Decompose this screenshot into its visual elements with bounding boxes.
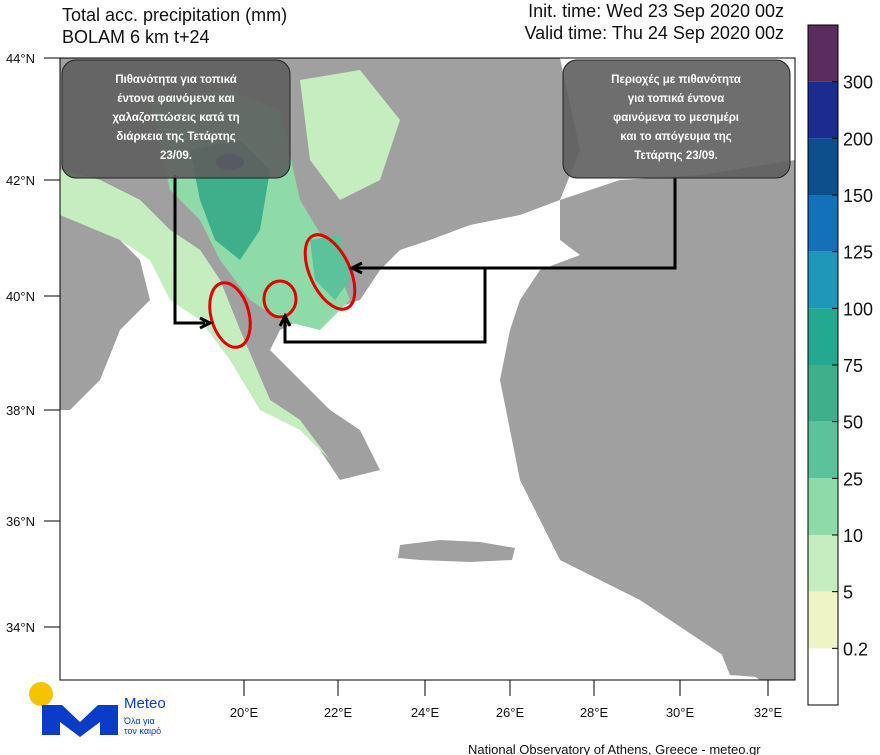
- arrow-head: [199, 316, 214, 330]
- arrow-head: [278, 312, 292, 327]
- colorbar-label: 75: [843, 356, 863, 376]
- turkey: [500, 160, 795, 680]
- colorbar-swatch: [808, 308, 838, 365]
- colorbar-swatch: [808, 251, 838, 309]
- highlight-ellipse: [303, 233, 357, 311]
- logo-mark: [42, 705, 118, 737]
- colorbar-label: 5: [843, 583, 853, 603]
- lon-label: 28°E: [580, 705, 609, 720]
- lat-label: 42°N: [6, 173, 35, 188]
- colorbar-swatch: [808, 25, 838, 82]
- annotation-line: Περιοχές με πιθανότητα: [611, 74, 741, 86]
- title: Total acc. precipitation (mm): [62, 5, 287, 25]
- footer: National Observatory of Athens, Greece -…: [468, 742, 761, 755]
- colorbar-swatch: [808, 81, 838, 139]
- colorbar-label: 150: [843, 186, 873, 206]
- arrow: [283, 268, 487, 344]
- colorbar-label: 125: [843, 243, 873, 263]
- precip-light-2: [300, 70, 400, 200]
- colorbar-label: 100: [843, 299, 873, 319]
- lon-label: 30°E: [666, 705, 695, 720]
- colorbar-swatch: [808, 478, 838, 535]
- colorbar-label: 200: [843, 129, 873, 149]
- annotation-line: έντονα φαινόμενα και: [117, 93, 234, 105]
- highlight-ellipse: [208, 281, 252, 349]
- colorbar-label: 50: [843, 413, 863, 433]
- cyprus: [720, 640, 795, 680]
- annotation-text: Περιοχές με πιθανότητα για τοπικά έντονα φ…: [611, 74, 741, 162]
- arrows: [173, 175, 677, 344]
- lon-label: 24°E: [411, 705, 440, 720]
- valid-time: Valid time: Thu 24 Sep 2020 00z: [524, 23, 784, 43]
- lat-label: 34°N: [6, 620, 35, 635]
- colorbar-label: 0.2: [843, 639, 868, 659]
- annotation-box: [61, 59, 291, 179]
- annotation-right: Περιοχές με πιθανότητα για τοπικά έντονα φ…: [562, 59, 791, 179]
- highlight-ellipse: [262, 279, 298, 319]
- lon-label: 22°E: [324, 705, 353, 720]
- lon-label: 20°E: [230, 705, 259, 720]
- logo-name: Meteo: [124, 695, 166, 712]
- colorbar-swatch: [808, 138, 838, 195]
- colorbar-swatch: [808, 535, 838, 592]
- annotation-line: διάρκεια της Τετάρτης: [116, 131, 235, 143]
- colorbar-swatch: [808, 365, 838, 422]
- colorbar-label: 300: [843, 73, 873, 93]
- colorbar-label: 10: [843, 526, 863, 546]
- crete: [398, 540, 515, 562]
- map-frame: [59, 57, 796, 681]
- logo-sun: [29, 682, 53, 706]
- annotation-line: Τετάρτης 23/09.: [634, 150, 718, 162]
- arrow: [173, 175, 205, 325]
- arrow: [355, 178, 677, 270]
- colorbar-swatch: [808, 648, 838, 705]
- highlights: [208, 233, 357, 349]
- header: Total acc. precipitation (mm) BOLAM 6 km…: [62, 1, 784, 47]
- lat-label: 36°N: [6, 514, 35, 529]
- colorbar-swatch: [808, 421, 838, 479]
- model: BOLAM 6 km t+24: [62, 27, 210, 47]
- lat-label: 40°N: [6, 289, 35, 304]
- colorbar-swatch: [808, 591, 838, 649]
- lat-label: 38°N: [6, 403, 35, 418]
- logo: Meteo Όλα για τον καιρό: [29, 682, 166, 737]
- annotation-line: φαινόμενα το μεσημέρι: [613, 112, 739, 124]
- colorbar: 300 200 150 125 100 75 50 25 10 5 0.2: [807, 24, 873, 706]
- colorbar-swatch: [808, 195, 838, 252]
- annotation-box: [562, 59, 791, 179]
- arrow-head: [348, 261, 363, 275]
- annotation-text: Πιθανότητα για τοπικά έντονα φαινόμενα κα…: [112, 74, 239, 162]
- precip-light: [60, 170, 330, 460]
- axes: 44°N 42°N 40°N 38°N 36°N 34°N 20°E 22°E 24°E 26°E…: [6, 51, 783, 720]
- annotation-line: και το απόγευμα της: [620, 131, 731, 143]
- colorbar-label: 25: [843, 469, 863, 489]
- annotation-left: Πιθανότητα για τοπικά έντονα φαινόμενα κα…: [61, 59, 291, 179]
- logo-tagline: Όλα για: [123, 716, 155, 726]
- annotation-line: 23/09.: [160, 150, 192, 162]
- annotation-line: για τοπικά έντονα: [628, 93, 725, 105]
- italy: [60, 210, 150, 410]
- lat-label: 44°N: [6, 51, 35, 66]
- logo-tagline: τον καιρό: [124, 726, 161, 736]
- lon-label: 26°E: [496, 705, 525, 720]
- annotation-line: χαλαζοπτώσεις κατά τη: [112, 112, 239, 124]
- init-time: Init. time: Wed 23 Sep 2020 00z: [528, 1, 784, 21]
- annotation-line: Πιθανότητα για τοπικά: [115, 74, 237, 86]
- lon-label: 32°E: [754, 705, 783, 720]
